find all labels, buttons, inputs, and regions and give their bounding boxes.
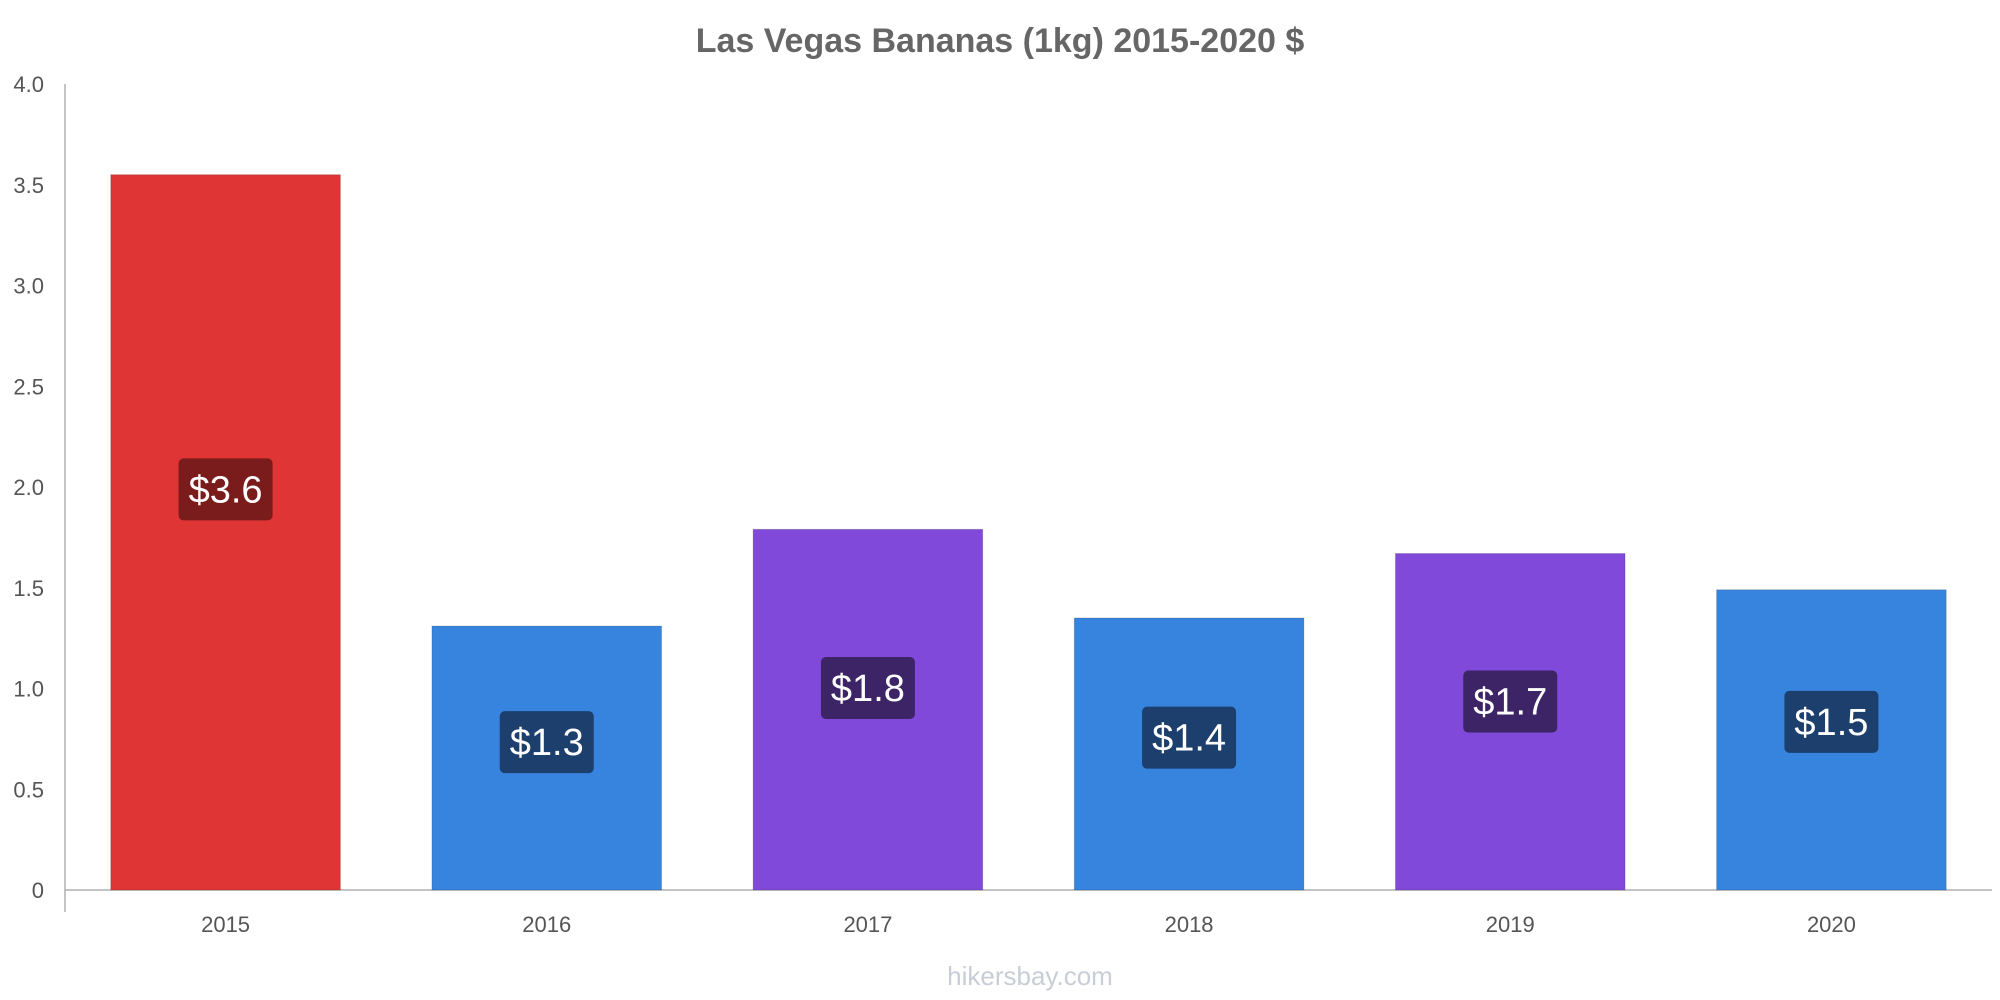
x-tick-label: 2018 [1165,912,1214,937]
x-axis: 2015 2016 2017 2018 2019 2020 [65,889,1992,937]
data-label: $1.5 [1794,702,1868,744]
y-axis: 0 0.5 1.0 1.5 2.0 2.5 3.0 3.5 4.0 [13,72,66,912]
y-tick-label: 1.5 [13,576,44,601]
y-tick-label: 0 [32,878,44,903]
chart-title: Las Vegas Bananas (1kg) 2015-2020 $ [696,22,1305,60]
data-label-box [820,657,915,720]
y-tick-label: 2.5 [13,374,44,399]
data-label-box [1142,706,1237,769]
data-label: $1.7 [1473,682,1547,724]
x-tick-label: 2015 [201,912,250,937]
x-tick-label: 2016 [522,912,571,937]
data-label-box [1463,670,1558,733]
data-label: $1.8 [831,668,905,710]
x-tick-label: 2019 [1486,912,1535,937]
data-label-box [1784,690,1879,753]
bars [110,174,1947,891]
x-tick-label: 2020 [1807,912,1856,937]
y-tick-label: 2.0 [13,475,44,500]
data-label: $3.6 [189,469,263,511]
data-label-box [178,458,273,521]
data-label: $1.3 [510,722,584,764]
watermark: hikersbay.com [947,961,1113,991]
bar [110,174,341,891]
y-tick-label: 3.5 [13,173,44,198]
y-tick-label: 4.0 [13,72,44,97]
x-tick-label: 2017 [843,912,892,937]
y-tick-label: 3.0 [13,274,44,299]
data-label: $1.4 [1152,718,1226,760]
data-label-box [499,711,594,774]
y-tick-label: 0.5 [13,777,44,802]
y-tick-label: 1.0 [13,677,44,702]
data-labels: $3.6 $1.3 $1.8 $1.4 $1.7 $1.5 [178,458,1879,774]
